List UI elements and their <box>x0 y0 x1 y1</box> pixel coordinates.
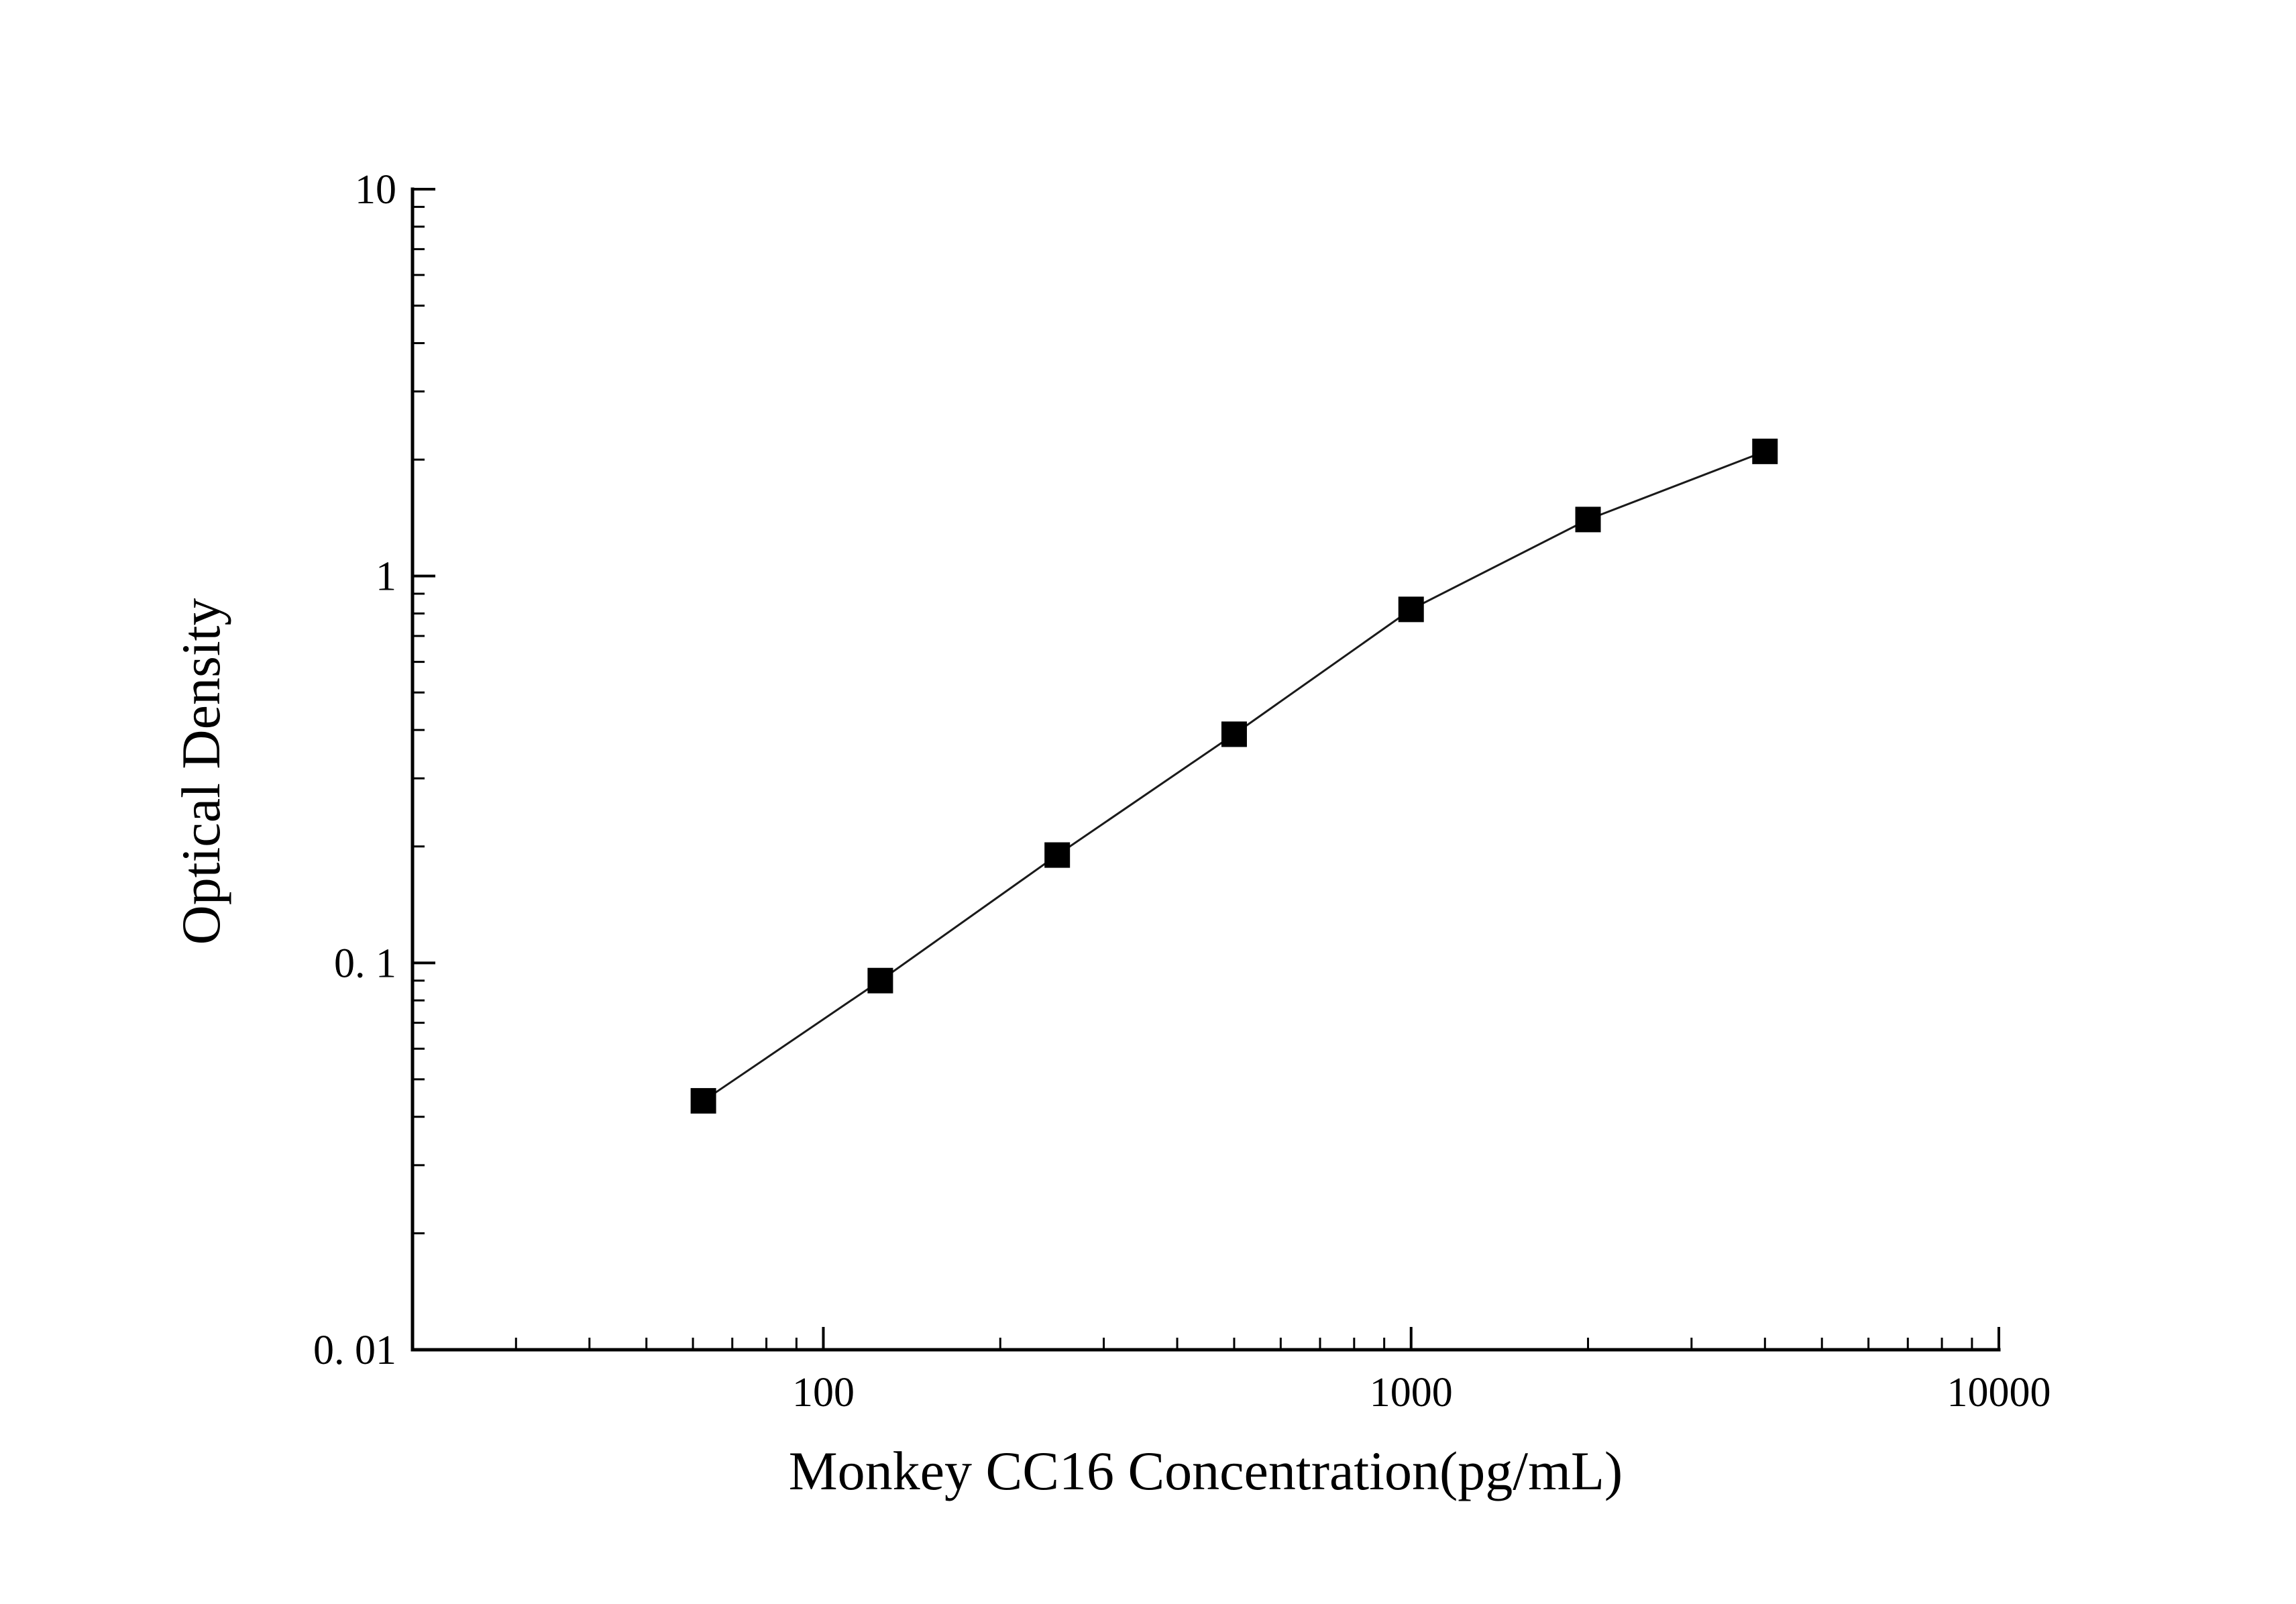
data-point-marker <box>1044 842 1071 868</box>
data-point-marker <box>1575 506 1601 533</box>
x-tick-label: 1000 <box>1370 1370 1453 1415</box>
x-axis-label: Monkey CC16 Concentration(pg/mL) <box>788 1440 1623 1501</box>
y-axis-label: Optical Density <box>170 598 231 945</box>
tick-labels: 100 1000 10000 0. 01 0. 1 1 10 <box>313 167 2051 1415</box>
y-tick-label: 0. 1 <box>334 941 396 986</box>
data-point-marker <box>1221 721 1247 747</box>
y-tick-label: 1 <box>376 554 396 600</box>
data-point-markers <box>690 438 1778 1114</box>
axes <box>411 187 2001 1352</box>
y-tick-label: 10 <box>355 167 396 213</box>
series-line <box>702 450 1765 1102</box>
y-tick-label: 0. 01 <box>313 1328 396 1373</box>
tick-marks <box>411 188 2000 1351</box>
x-tick-label: 100 <box>792 1370 855 1415</box>
data-point-marker <box>690 1087 716 1114</box>
x-tick-label: 10000 <box>1947 1370 2051 1415</box>
data-point-marker <box>867 967 893 994</box>
data-point-marker <box>1398 596 1424 623</box>
data-point-marker <box>1752 438 1778 464</box>
